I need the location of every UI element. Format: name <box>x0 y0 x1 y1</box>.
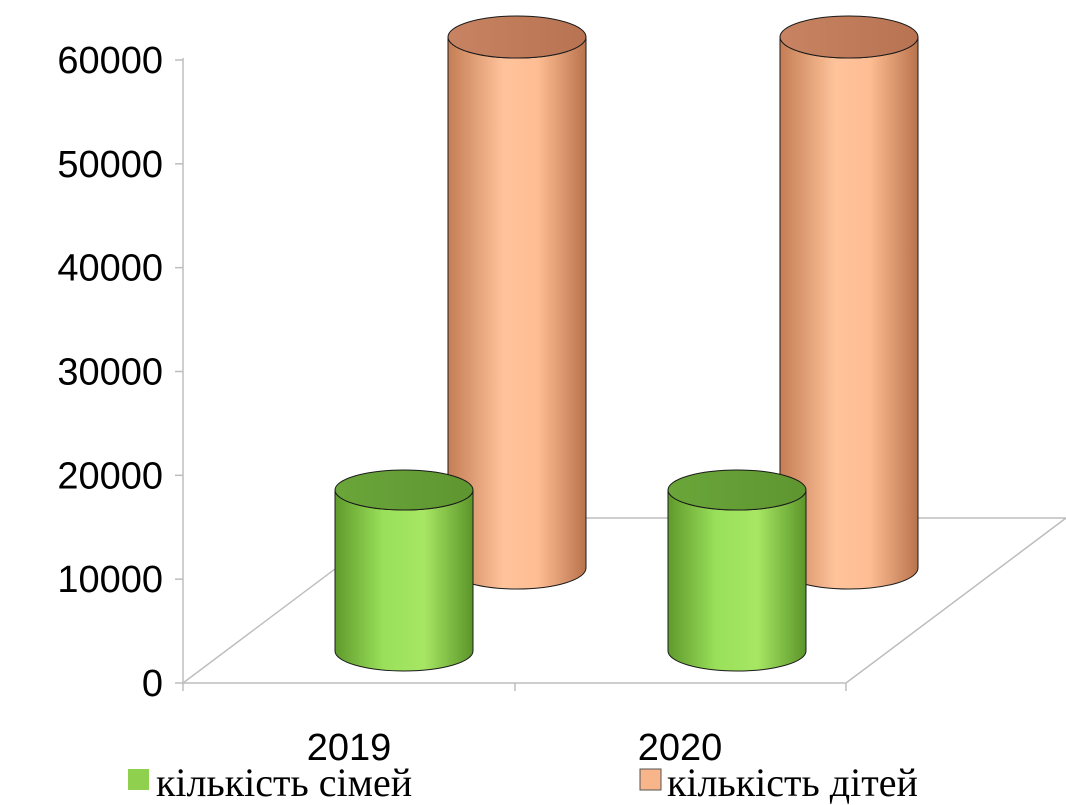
legend-swatch-families <box>128 769 149 790</box>
bar-families-2019 <box>334 469 474 672</box>
legend-item-children: кількість дітей <box>639 760 918 805</box>
legend: кількість сімей кількість дітей <box>128 760 918 805</box>
legend-label-families: кількість сімей <box>156 760 412 805</box>
x-tick-label: 2020 <box>638 727 723 769</box>
bar-children-2019-top <box>447 15 587 59</box>
axis-frame <box>180 58 1066 691</box>
series-front-bars <box>334 469 807 672</box>
y-tick-label: 40000 <box>57 248 163 290</box>
y-tick-label: 10000 <box>57 559 163 601</box>
bar-families-2020 <box>667 469 807 672</box>
y-axis-ticks: 60000 50000 40000 30000 20000 10000 0 <box>57 40 183 705</box>
legend-item-families: кількість сімей <box>128 760 412 805</box>
bar-families-2020-top <box>667 469 807 511</box>
series-back-bars <box>447 15 919 590</box>
bar-families-2019-body <box>334 489 474 672</box>
bar-children-2020 <box>779 15 919 590</box>
y-tick-label: 50000 <box>57 144 163 186</box>
x-axis-labels: 2019 2020 <box>307 727 723 769</box>
bar-families-2020-body <box>667 489 807 672</box>
legend-swatch-children <box>639 768 662 791</box>
y-tick-label: 60000 <box>57 40 163 82</box>
y-tick-label: 20000 <box>57 455 163 497</box>
y-tick-label: 0 <box>142 663 163 705</box>
x-tick-label: 2019 <box>307 727 392 769</box>
bar-families-2019-top <box>334 469 474 511</box>
bar-children-2019 <box>447 15 587 590</box>
y-tick-label: 30000 <box>57 352 163 394</box>
bar-children-2020-top <box>779 15 919 59</box>
legend-label-children: кількість дітей <box>667 760 918 805</box>
chart-floor <box>180 517 1066 684</box>
